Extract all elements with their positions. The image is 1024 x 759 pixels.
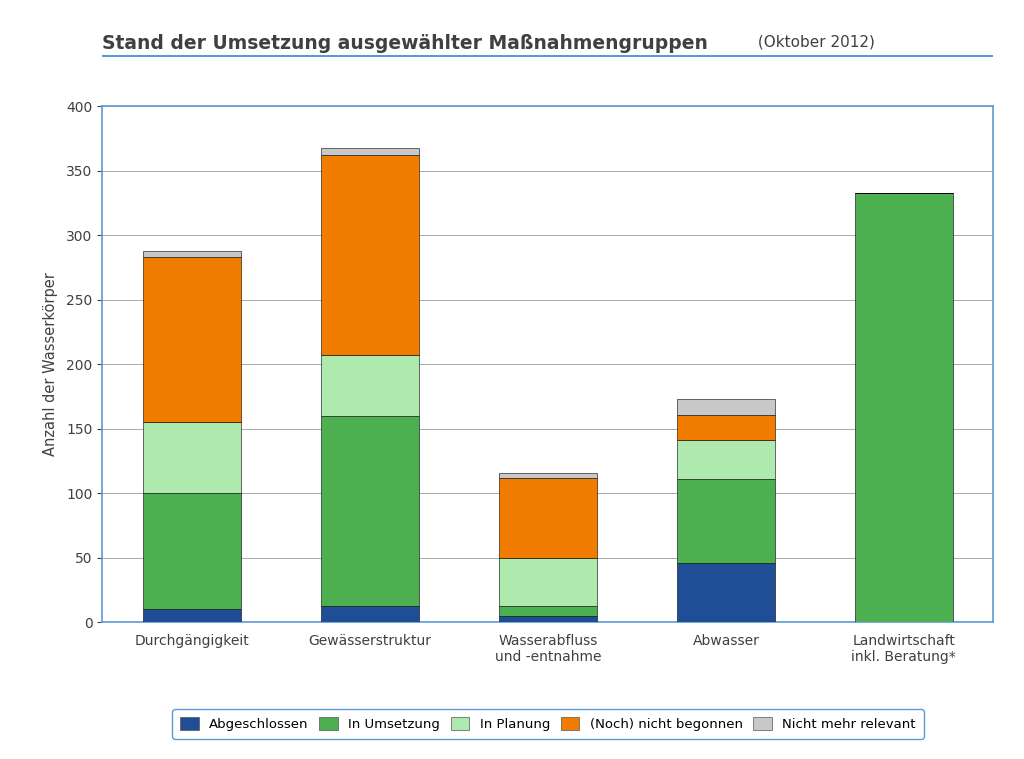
Text: (Oktober 2012): (Oktober 2012) bbox=[753, 34, 874, 49]
Bar bbox=[143, 250, 241, 257]
Bar bbox=[855, 193, 952, 622]
Bar bbox=[499, 606, 597, 616]
Bar bbox=[499, 473, 597, 478]
Bar bbox=[677, 479, 775, 563]
Text: Stand der Umsetzung ausgewählter Maßnahmengruppen: Stand der Umsetzung ausgewählter Maßnahm… bbox=[102, 34, 709, 53]
Bar bbox=[499, 478, 597, 558]
Bar bbox=[677, 440, 775, 479]
Bar bbox=[321, 606, 419, 622]
Bar bbox=[321, 355, 419, 416]
Bar bbox=[143, 422, 241, 493]
Bar bbox=[677, 563, 775, 622]
Y-axis label: Anzahl der Wasserkörper: Anzahl der Wasserkörper bbox=[43, 272, 58, 456]
Bar bbox=[677, 414, 775, 440]
Bar bbox=[143, 257, 241, 422]
Bar bbox=[143, 493, 241, 609]
Bar bbox=[143, 609, 241, 622]
Bar bbox=[321, 147, 419, 156]
Bar bbox=[499, 616, 597, 622]
Legend: Abgeschlossen, In Umsetzung, In Planung, (Noch) nicht begonnen, Nicht mehr relev: Abgeschlossen, In Umsetzung, In Planung,… bbox=[172, 709, 924, 739]
Bar bbox=[499, 558, 597, 606]
Bar bbox=[677, 399, 775, 414]
Bar bbox=[321, 156, 419, 355]
Bar bbox=[321, 416, 419, 606]
